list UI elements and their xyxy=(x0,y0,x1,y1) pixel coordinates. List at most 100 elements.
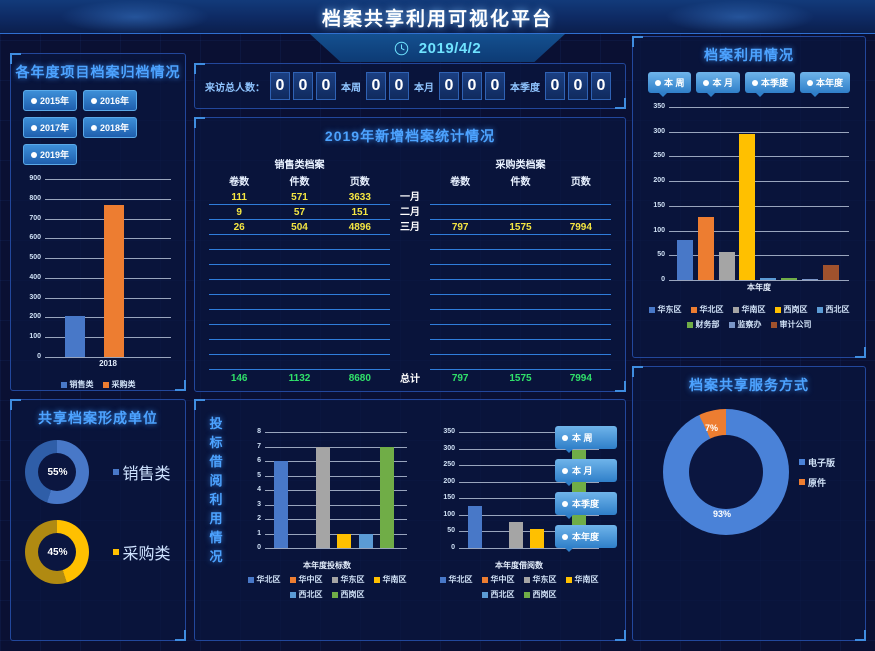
bar[interactable] xyxy=(316,446,331,548)
button-label: 本 月 xyxy=(712,78,733,88)
donut-percent-label-primary: 93% xyxy=(712,509,731,519)
usage-filter-本月[interactable]: 本 月 xyxy=(696,72,740,97)
legend-item[interactable]: 西岗区 xyxy=(774,304,808,315)
donut-percent-label: 55% xyxy=(47,466,68,478)
legend-label: 华北区 xyxy=(448,575,473,584)
y-axis-tick: 250 xyxy=(443,461,455,469)
pill-label: 2018年 xyxy=(100,123,130,133)
bar[interactable] xyxy=(760,278,777,280)
legend-swatch-icon xyxy=(481,576,488,583)
bar[interactable] xyxy=(697,216,714,280)
legend-swatch-icon xyxy=(523,576,530,583)
usage-filter-本年度[interactable]: 本年度 xyxy=(800,72,851,97)
bar[interactable] xyxy=(103,204,124,357)
legend-item[interactable]: 原件 xyxy=(798,476,835,489)
year-filter-2017年[interactable]: 2017年 xyxy=(23,117,78,138)
legend-item[interactable]: 电子版 xyxy=(798,456,835,469)
legend-item[interactable]: 华中区 xyxy=(481,574,515,585)
table-cell: 1575 xyxy=(509,221,532,233)
bar[interactable] xyxy=(802,278,819,280)
bar[interactable] xyxy=(467,505,482,548)
radio-dot-icon xyxy=(31,97,37,104)
gridline xyxy=(459,448,599,450)
new-archive-stats-panel: 2019年新增档案统计情况 销售类档案 卷数 件数 页数 采购类档案 卷数 件数… xyxy=(194,117,626,392)
legend-item[interactable]: 西北区 xyxy=(481,589,515,600)
donut-采购类[interactable] xyxy=(25,520,90,584)
radio-dot-icon xyxy=(562,467,568,474)
legend-item[interactable]: 华北区 xyxy=(439,574,473,585)
gridline xyxy=(459,498,599,500)
legend-item[interactable]: 西北区 xyxy=(289,589,323,600)
year-filter-2016年[interactable]: 2016年 xyxy=(83,90,138,111)
legend-label: 监察办 xyxy=(737,320,762,329)
legend-item[interactable]: 西岗区 xyxy=(523,589,557,600)
year-filter-2019年[interactable]: 2019年 xyxy=(23,144,78,165)
gridline xyxy=(669,280,849,281)
bidding-filter-本年度[interactable]: 本年度 xyxy=(555,525,617,552)
bar[interactable] xyxy=(718,251,735,280)
yearly-panel-title: 各年度项目档案归档情况 xyxy=(15,64,181,80)
usage-filter-本周[interactable]: 本 周 xyxy=(647,72,692,97)
bar[interactable] xyxy=(823,265,840,280)
gridline xyxy=(669,131,849,133)
button-label: 本年度 xyxy=(816,78,844,88)
gridline xyxy=(669,205,849,207)
legend-item[interactable]: 华南区 xyxy=(565,574,599,585)
bar[interactable] xyxy=(781,277,798,280)
legend-item[interactable]: 华北区 xyxy=(247,574,281,585)
legend-label: 华东区 xyxy=(340,575,365,584)
bar[interactable] xyxy=(676,240,693,280)
title-char: 况 xyxy=(209,549,223,564)
bar[interactable] xyxy=(379,446,394,548)
radio-dot-icon xyxy=(562,434,568,441)
legend-item[interactable]: 财务部 xyxy=(686,319,720,330)
service-donut[interactable] xyxy=(662,409,789,535)
bidding-filter-本周[interactable]: 本 周 xyxy=(555,426,617,453)
radio-dot-icon xyxy=(703,79,710,86)
table-row: 9 57 151 xyxy=(209,205,390,220)
gridline xyxy=(459,531,599,533)
bar[interactable] xyxy=(337,533,352,548)
legend-swatch-icon xyxy=(690,306,697,313)
legend-item[interactable]: 华东区 xyxy=(331,574,365,585)
legend-item[interactable]: 审计公司 xyxy=(770,319,812,330)
legend-item[interactable]: 华东区 xyxy=(648,304,682,315)
legend-item[interactable]: 采购类 xyxy=(102,379,136,390)
legend-item[interactable]: 华东区 xyxy=(523,574,557,585)
legend-item[interactable]: 西北区 xyxy=(816,304,850,315)
legend-item[interactable]: 销售类 xyxy=(60,379,94,390)
title-char: 用 xyxy=(209,511,223,526)
radio-dot-icon xyxy=(807,79,814,86)
x-axis-label: 2018 xyxy=(99,359,117,368)
bar[interactable] xyxy=(273,461,288,548)
legend-item[interactable]: 监察办 xyxy=(728,319,762,330)
bar[interactable] xyxy=(358,533,373,548)
legend-item[interactable]: 销售类 xyxy=(113,460,171,484)
legend-item[interactable]: 西岗区 xyxy=(331,589,365,600)
bidding-chart-xlabel: 本年度投标数 xyxy=(303,561,351,570)
year-filter-2018年[interactable]: 2018年 xyxy=(83,117,138,138)
table-row xyxy=(209,310,390,325)
usage-filter-本季度[interactable]: 本季度 xyxy=(745,72,796,97)
legend-label: 西北区 xyxy=(825,305,850,314)
bar[interactable] xyxy=(64,316,85,357)
donut-销售类[interactable] xyxy=(25,440,90,504)
year-filter-2015年[interactable]: 2015年 xyxy=(23,90,78,111)
sharing-units-panel: 共享档案形成单位 55% 销售类 45% 采购类 xyxy=(10,399,186,641)
total-visitors-digits: 0 0 0 xyxy=(270,72,336,100)
y-axis-tick: 7 xyxy=(257,442,261,450)
bidding-filter-本季度[interactable]: 本季度 xyxy=(555,492,617,519)
bar[interactable] xyxy=(739,133,756,280)
legend-item[interactable]: 华北区 xyxy=(690,304,724,315)
bidding-filter-本月[interactable]: 本 月 xyxy=(555,459,617,486)
service-panel-title: 档案共享服务方式 xyxy=(689,377,809,393)
legend-item[interactable]: 华中区 xyxy=(289,574,323,585)
bar[interactable] xyxy=(509,522,524,548)
donut-hole xyxy=(38,453,77,491)
digit: 0 xyxy=(293,72,313,100)
bar[interactable] xyxy=(530,529,545,548)
legend-item[interactable]: 华南区 xyxy=(732,304,766,315)
legend-item[interactable]: 华南区 xyxy=(373,574,407,585)
legend-item[interactable]: 采购类 xyxy=(113,540,171,564)
donut-wrap: 45% xyxy=(25,520,90,584)
